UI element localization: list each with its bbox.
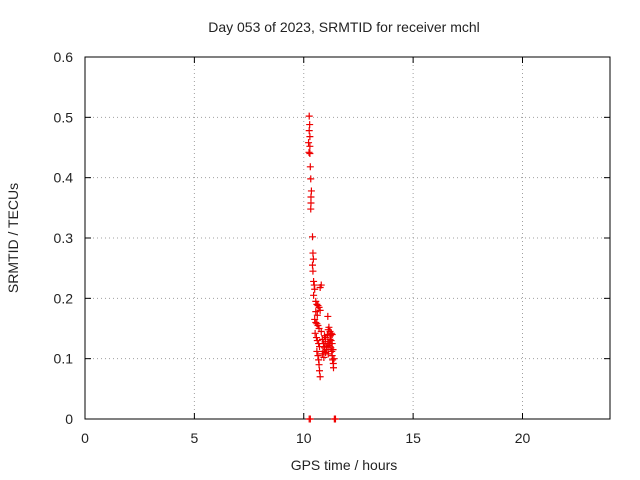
data-point [331, 415, 339, 423]
x-tick-label: 20 [515, 430, 531, 446]
data-point [309, 267, 317, 275]
data-point [314, 352, 322, 360]
data-point [311, 329, 319, 337]
x-tick-label: 5 [190, 430, 198, 446]
data-point [321, 332, 329, 340]
x-tick-label: 0 [81, 430, 89, 446]
data-point [316, 367, 323, 375]
data-point [307, 193, 315, 201]
data-point [306, 150, 314, 158]
y-axis-ticks: 0 0.1 0.2 0.3 0.4 0.5 0.6 [54, 49, 610, 427]
y-tick-label: 0.5 [54, 109, 74, 125]
data-point [316, 373, 324, 381]
data-point [330, 355, 338, 363]
data-point [329, 346, 337, 354]
data-point [310, 277, 318, 285]
data-point [314, 321, 322, 329]
data-point [306, 163, 314, 171]
data-point [315, 303, 323, 311]
data-point [324, 350, 332, 358]
data-point [324, 312, 332, 320]
chart-title: Day 053 of 2023, SRMTID for receiver mch… [208, 19, 480, 35]
data-point [320, 353, 328, 361]
data-point [328, 331, 336, 339]
x-axis-label: GPS time / hours [291, 457, 398, 473]
data-points [305, 112, 339, 423]
data-point [328, 340, 336, 348]
data-point [317, 328, 325, 336]
data-point [307, 187, 315, 195]
data-point [305, 112, 313, 120]
data-point [330, 364, 337, 372]
data-point [305, 127, 313, 135]
data-point [310, 291, 318, 299]
y-tick-label: 0.2 [54, 290, 74, 306]
data-point [321, 338, 329, 346]
data-point [316, 306, 324, 314]
data-point [313, 311, 321, 319]
data-point [316, 283, 324, 291]
data-point [329, 356, 337, 364]
data-point [305, 139, 313, 147]
data-point [319, 347, 327, 355]
x-tick-label: 10 [296, 430, 312, 446]
data-point [315, 361, 323, 369]
data-point [307, 205, 315, 213]
data-point [325, 323, 333, 331]
data-point [327, 329, 335, 337]
y-tick-label: 0.1 [54, 351, 74, 367]
data-point [311, 315, 319, 323]
data-point [309, 249, 317, 257]
y-tick-label: 0.6 [54, 49, 74, 65]
data-point [312, 297, 320, 305]
plot-area-frame [84, 56, 611, 420]
data-point [309, 261, 316, 269]
data-point [306, 121, 314, 129]
data-point [313, 337, 321, 345]
data-point [306, 415, 314, 423]
y-tick-label: 0 [65, 411, 73, 427]
data-point [312, 334, 320, 342]
data-point [305, 148, 313, 156]
y-tick-label: 0.3 [54, 230, 74, 246]
data-point [311, 285, 319, 293]
x-tick-label: 15 [405, 430, 421, 446]
y-tick-label: 0.4 [54, 170, 74, 186]
data-point [309, 233, 316, 241]
data-point [313, 347, 321, 355]
data-point [307, 175, 315, 183]
y-axis-label: SRMTID / TECUs [5, 183, 21, 293]
grid-lines [85, 57, 610, 419]
x-axis-ticks: 0 5 10 15 20 [81, 57, 530, 446]
data-point [326, 335, 334, 343]
data-point [312, 308, 320, 316]
data-point [307, 199, 315, 207]
data-point [323, 346, 331, 354]
data-point [316, 343, 323, 351]
data-point [306, 142, 314, 150]
data-point [327, 337, 335, 345]
data-point [309, 255, 317, 263]
data-point [306, 133, 314, 141]
